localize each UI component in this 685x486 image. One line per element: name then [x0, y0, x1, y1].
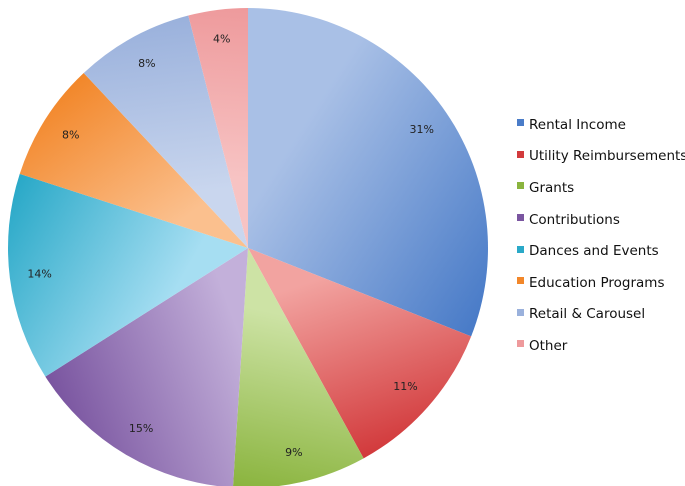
slice-data-label: 11%	[393, 380, 417, 393]
pie-slice	[248, 248, 472, 459]
legend-item: Utility Reimbursements	[517, 141, 685, 173]
legend-swatch	[517, 277, 524, 285]
legend-label: Education Programs	[529, 274, 665, 291]
legend-label: Rental Income	[529, 116, 626, 133]
legend-swatch	[517, 245, 524, 253]
pie-slice	[248, 8, 489, 337]
legend-label: Contributions	[529, 211, 620, 228]
pie-slice	[45, 248, 248, 486]
legend-swatch	[517, 119, 524, 127]
legend-item: Dances and Events	[517, 235, 685, 267]
pie-data-labels: 31% 11% 9% 15% 14% 8% 8% 4%	[27, 33, 433, 459]
slice-data-label: 15%	[129, 422, 153, 435]
slice-data-label: 4%	[213, 33, 230, 46]
pie-slice	[7, 173, 248, 377]
legend-swatch	[517, 308, 524, 316]
legend-label: Retail & Carousel	[529, 306, 646, 323]
legend-swatch	[517, 182, 524, 190]
legend-item: Grants	[517, 172, 685, 204]
legend-item: Rental Income	[517, 109, 685, 141]
slice-data-label: 9%	[285, 446, 302, 459]
legend-swatch	[517, 340, 524, 348]
legend-item: Education Programs	[517, 267, 685, 299]
slice-data-label: 8%	[138, 57, 155, 70]
legend-label: Other	[529, 337, 568, 354]
pie-slices	[7, 8, 489, 486]
pie-slice	[83, 15, 248, 249]
legend-item: Retail & Carousel	[517, 299, 685, 331]
legend: Rental Income Utility Reimbursements Gra…	[517, 109, 685, 362]
legend-label: Grants	[529, 179, 575, 196]
slice-data-label: 14%	[27, 267, 51, 280]
legend-swatch	[517, 150, 524, 158]
pie-slice	[233, 248, 364, 486]
legend-swatch	[517, 214, 524, 222]
pie-plot: 31% 11% 9% 15% 14% 8% 8% 4%	[7, 8, 489, 486]
legend-item: Contributions	[517, 204, 685, 236]
legend-label: Utility Reimbursements	[529, 148, 685, 165]
legend-label: Dances and Events	[529, 243, 659, 260]
slice-data-label: 31%	[409, 123, 433, 136]
legend-item: Other	[517, 330, 685, 362]
pie-slice	[19, 73, 249, 248]
pie-slice	[188, 8, 248, 248]
slice-data-label: 8%	[62, 128, 79, 141]
